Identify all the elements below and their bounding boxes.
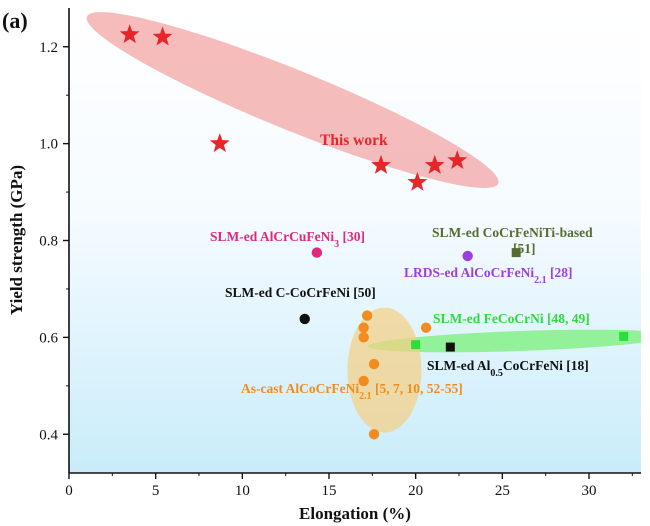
x-tick-label-3: 15: [322, 483, 337, 499]
data-point-series-7-4: [369, 359, 379, 369]
data-point-series-7-0: [362, 310, 372, 320]
data-point-series-7-6: [369, 429, 379, 439]
x-tick-label-5: 25: [495, 483, 510, 499]
data-point-series-7-5: [358, 376, 368, 386]
x-tick-label-1: 5: [152, 483, 160, 499]
panel-label: (a): [2, 8, 28, 33]
annotation-series-5: SLM-ed FeCoCrNi [48, 49]: [433, 311, 590, 326]
y-axis-title: Yield strength (GPa): [7, 165, 26, 315]
y-tick-label-4: 1.2: [39, 40, 58, 56]
data-point-series-5-0: [411, 340, 420, 349]
x-tick-label-4: 20: [408, 483, 423, 499]
region-as-cast-alcocrfeni: [347, 308, 421, 433]
data-point-series-5-1: [619, 332, 628, 341]
data-point-series-6-0: [446, 343, 455, 352]
annotation-series-4: SLM-ed C-CoCrFeNi [50]: [225, 285, 376, 300]
data-point-series-1-0: [312, 247, 322, 257]
data-point-series-3-0: [462, 251, 472, 261]
data-point-series-7-2: [358, 332, 368, 342]
x-axis-title: Elongation (%): [299, 504, 411, 523]
annotation-series-0: This work: [320, 132, 388, 149]
x-tick-label-2: 10: [235, 483, 250, 499]
y-tick-label-0: 0.4: [39, 427, 58, 443]
x-tick-label-6: 30: [582, 483, 597, 499]
data-point-series-7-3: [421, 322, 431, 332]
y-tick-label-3: 1.0: [39, 137, 58, 153]
data-point-series-7-1: [358, 322, 368, 332]
y-tick-label-2: 0.8: [39, 234, 58, 250]
data-point-series-4-0: [300, 314, 310, 324]
x-tick-label-0: 0: [65, 483, 73, 499]
y-tick-label-1: 0.6: [39, 330, 58, 346]
